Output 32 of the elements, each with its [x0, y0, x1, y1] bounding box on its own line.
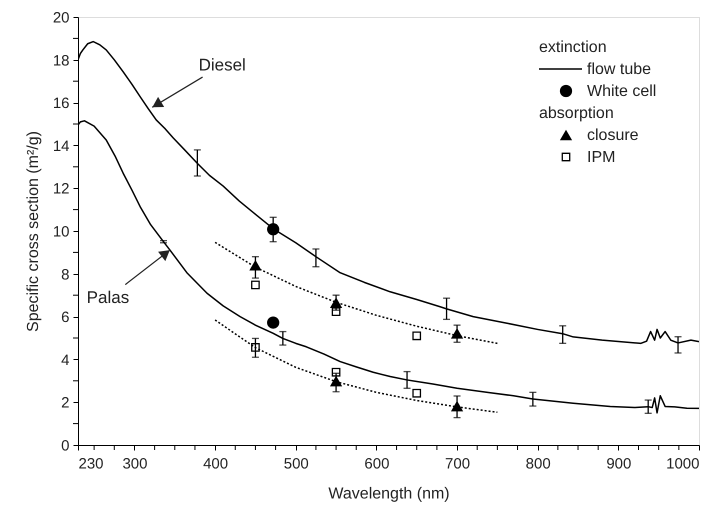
y-tick-label: 12	[52, 180, 70, 198]
legend-label: IPM	[587, 149, 616, 166]
legend-label: closure	[587, 127, 639, 144]
x-tick-label: 700	[445, 456, 470, 472]
y-tick-label: 8	[61, 266, 70, 284]
legend-label: White cell	[587, 83, 656, 100]
y-tick-label: 4	[61, 352, 70, 369]
line-series	[214, 242, 498, 344]
y-tick-label: 0	[61, 438, 70, 454]
y-tick-label: 16	[52, 95, 70, 112]
annotation: absorption	[539, 105, 614, 122]
x-tick-label: 500	[284, 456, 309, 472]
y-tick-label: 6	[61, 309, 70, 326]
x-tick-label: 1000	[666, 456, 700, 472]
y-tick-label: 2	[61, 394, 70, 412]
legend-label: flow tube	[587, 61, 652, 78]
x-tick-label: 300	[122, 456, 148, 472]
x-tick-label: 800	[526, 456, 551, 472]
y-tick-label: 14	[52, 138, 70, 155]
annotation: Diesel	[198, 55, 246, 74]
x-tick-label: 600	[364, 456, 390, 472]
x-axis-title: Wavelength (nm)	[328, 486, 450, 502]
x-tick-label: 900	[606, 456, 632, 472]
line-series	[214, 319, 498, 414]
annotation: extinction	[539, 39, 607, 56]
y-tick-label: 18	[52, 52, 70, 70]
y-tick-label: 20	[52, 10, 70, 26]
y-axis-title: Specific cross section (m²/g)	[24, 131, 42, 332]
x-tick-label: 230	[78, 456, 104, 472]
x-tick-label: 400	[203, 456, 228, 472]
y-tick-label: 10	[52, 224, 70, 240]
annotation: Palas	[86, 288, 130, 308]
